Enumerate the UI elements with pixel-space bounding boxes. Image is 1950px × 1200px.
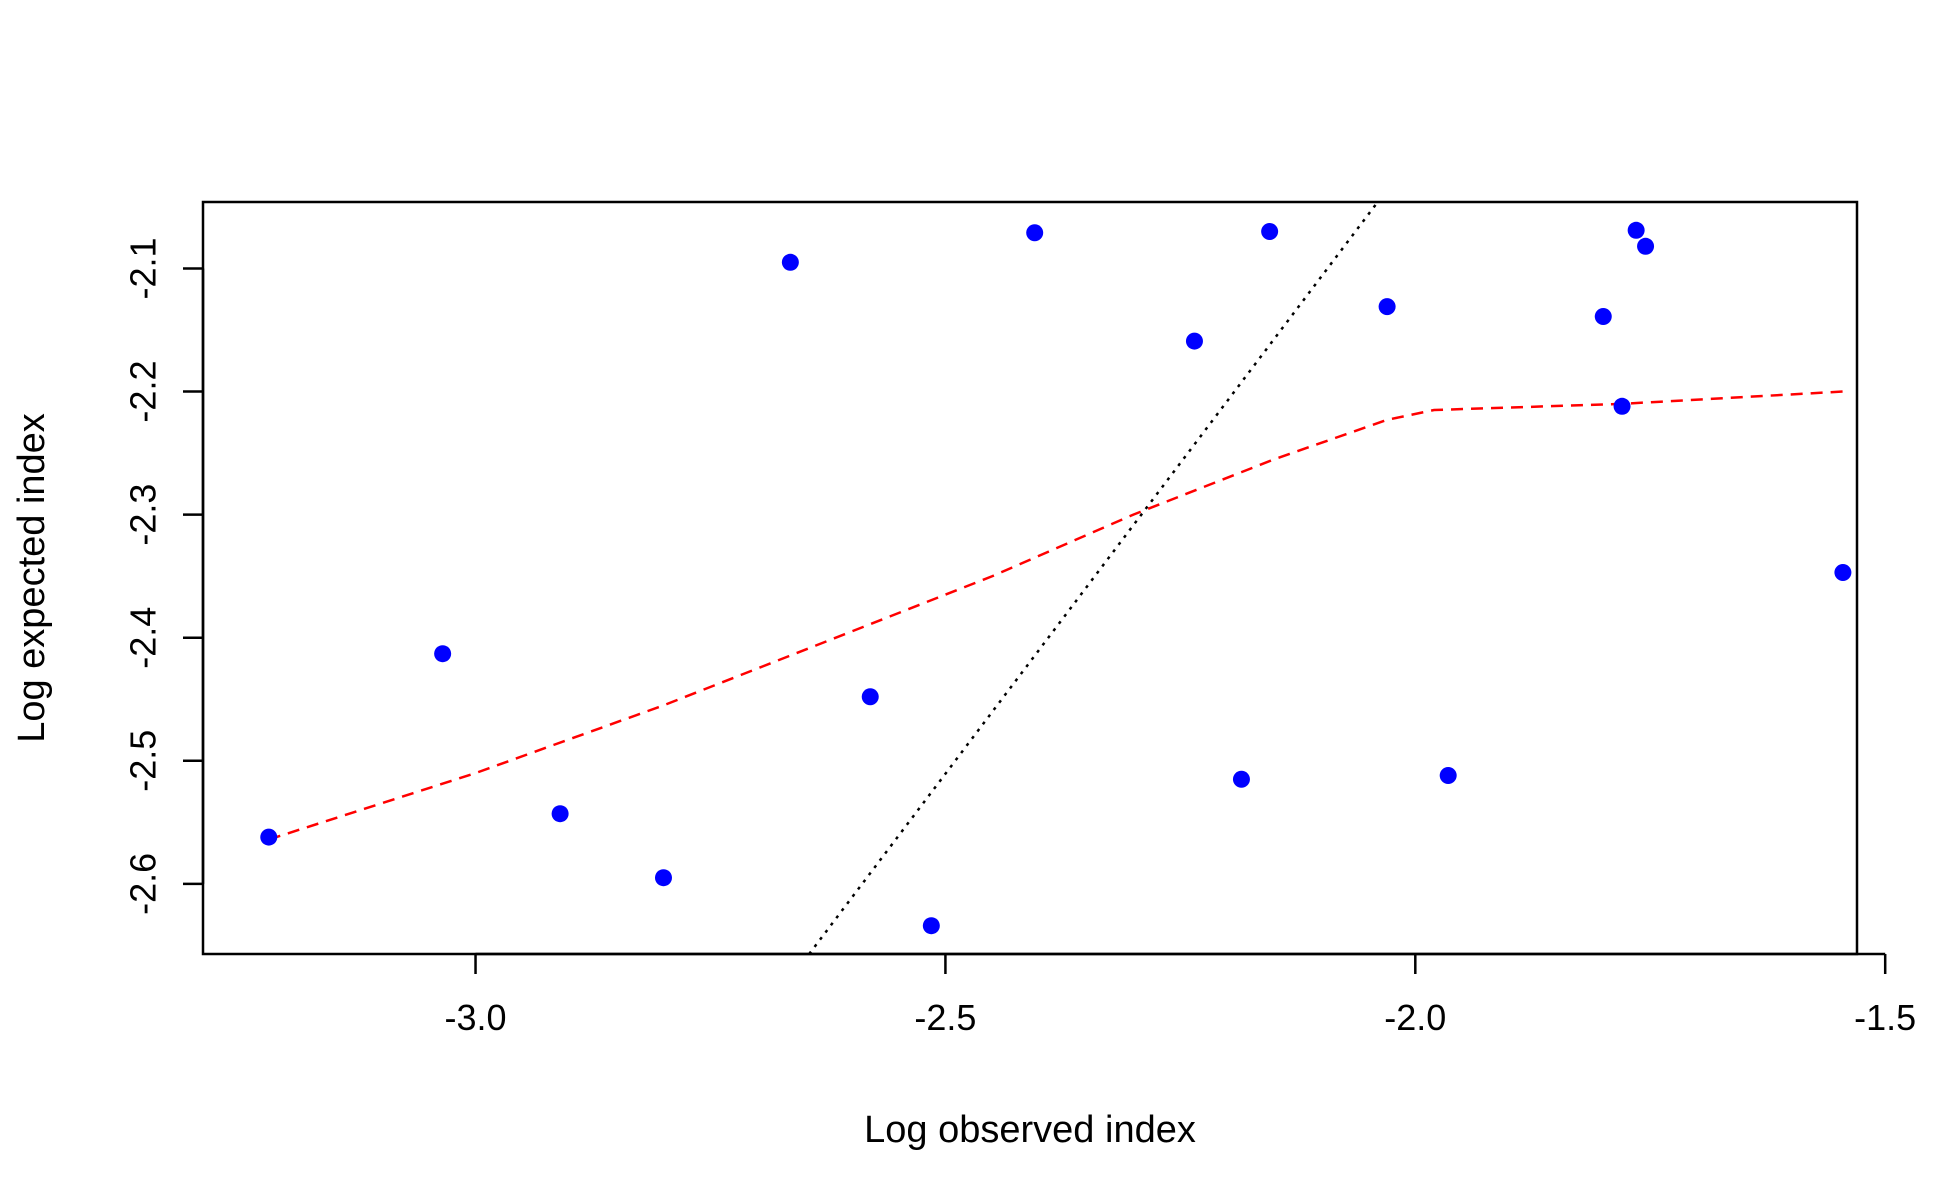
y-tick-label: -2.4: [123, 607, 164, 669]
data-point: [434, 645, 452, 663]
x-tick-label: -1.5: [1854, 997, 1916, 1038]
data-point: [1185, 332, 1203, 350]
data-point: [654, 869, 672, 887]
data-point: [1026, 224, 1044, 242]
x-tick-label: -3.0: [445, 997, 507, 1038]
data-points: [260, 221, 1852, 935]
plot-lines: [268, 201, 1843, 955]
data-point: [781, 253, 799, 271]
x-axis-title: Log observed index: [864, 1109, 1196, 1151]
y-axis-title: Log expected index: [11, 413, 53, 743]
data-point: [1613, 397, 1631, 415]
y-axis: -2.1 -2.2 -2.3 -2.4 -2.5 -2.6: [123, 237, 205, 915]
data-point: [260, 828, 278, 846]
data-point: [1378, 298, 1396, 316]
y-tick-label: -2.6: [123, 853, 164, 915]
y-tick-label: -2.2: [123, 361, 164, 423]
data-point: [1627, 221, 1645, 239]
data-point: [551, 805, 569, 823]
y-tick-label: -2.1: [123, 237, 164, 299]
x-tick-label: -2.0: [1384, 997, 1446, 1038]
x-axis: -3.0 -2.5 -2.0 -1.5: [445, 952, 1916, 1038]
dotted-line: [808, 201, 1379, 955]
dashed-line: [268, 390, 1843, 841]
data-point: [1261, 223, 1279, 241]
data-point: [1439, 767, 1457, 785]
data-point: [1834, 563, 1852, 581]
y-tick-label: -2.5: [123, 730, 164, 792]
data-point: [922, 917, 940, 935]
data-point: [1637, 237, 1655, 255]
x-tick-label: -2.5: [914, 997, 976, 1038]
data-point: [1594, 307, 1612, 325]
data-point: [1232, 770, 1250, 788]
data-point: [861, 688, 879, 706]
y-tick-label: -2.3: [123, 484, 164, 546]
